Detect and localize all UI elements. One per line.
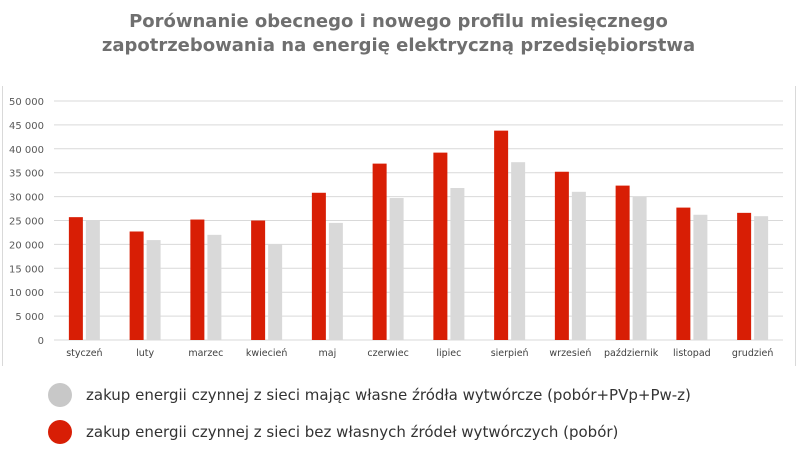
bar-grey — [207, 234, 222, 340]
legend-label-red: zakup energii czynnej z sieci bez własny… — [86, 423, 619, 441]
bar-grey — [754, 216, 769, 340]
chart-title-line-2: zapotrzebowania na energię elektryczną p… — [101, 35, 696, 56]
bar-red — [190, 219, 205, 340]
chart-title: Porównanie obecnego i nowego profilu mie… — [0, 10, 797, 58]
bar-grey — [146, 240, 161, 340]
y-tick-label: 20 000 — [9, 240, 44, 251]
y-tick-label: 25 000 — [9, 217, 44, 228]
bar-grey — [511, 162, 526, 340]
x-tick-label: luty — [136, 348, 154, 359]
x-tick-label: wrzesień — [549, 348, 591, 359]
bar-red — [554, 171, 569, 340]
x-tick-label: marzec — [188, 348, 223, 359]
bar-red — [372, 163, 387, 340]
legend-item-red: zakup energii czynnej z sieci bez własny… — [48, 420, 618, 444]
x-tick-label: kwiecień — [246, 348, 287, 359]
chart-frame-right — [795, 86, 796, 366]
bar-grey — [389, 198, 404, 340]
y-tick-label: 10 000 — [9, 288, 44, 299]
legend-swatch-grey — [48, 383, 72, 407]
y-tick-label: 35 000 — [9, 169, 44, 180]
legend-label-grey: zakup energii czynnej z sieci mając włas… — [86, 386, 691, 404]
bar-grey — [693, 214, 708, 340]
bar-red — [311, 192, 326, 340]
y-tick-label: 30 000 — [9, 193, 44, 204]
x-tick-label: październik — [604, 348, 659, 359]
x-tick-label: grudzień — [732, 348, 773, 359]
bar-red — [494, 130, 509, 340]
x-tick-label: styczeń — [66, 348, 102, 359]
bar-red — [68, 217, 83, 340]
x-tick-label: maj — [319, 348, 337, 359]
chart-frame-left — [2, 86, 3, 366]
bar-red — [129, 231, 144, 340]
bar-red — [676, 207, 691, 340]
bar-grey — [268, 244, 283, 340]
bar-grey — [571, 191, 586, 340]
bar-red — [251, 220, 266, 340]
y-tick-label: 0 — [38, 336, 44, 347]
x-tick-label: lipiec — [436, 348, 461, 359]
x-tick-label: czerwiec — [367, 348, 408, 359]
legend-swatch-red — [48, 420, 72, 444]
bar-red — [615, 185, 630, 340]
bar-grey — [450, 187, 465, 340]
bar-grey — [632, 196, 647, 340]
x-tick-label: listopad — [673, 348, 711, 359]
y-tick-label: 5 000 — [15, 312, 44, 323]
bar-red — [433, 152, 448, 340]
y-tick-label: 15 000 — [9, 264, 44, 275]
y-tick-label: 40 000 — [9, 145, 44, 156]
y-tick-label: 50 000 — [9, 97, 44, 108]
bar-grey — [328, 222, 343, 340]
x-tick-label: sierpień — [491, 348, 529, 359]
legend-item-grey: zakup energii czynnej z sieci mając włas… — [48, 383, 691, 407]
bar-grey — [85, 220, 100, 340]
y-tick-label: 45 000 — [9, 121, 44, 132]
chart-title-line-1: Porównanie obecnego i nowego profilu mie… — [129, 11, 668, 32]
bar-red — [737, 212, 752, 340]
